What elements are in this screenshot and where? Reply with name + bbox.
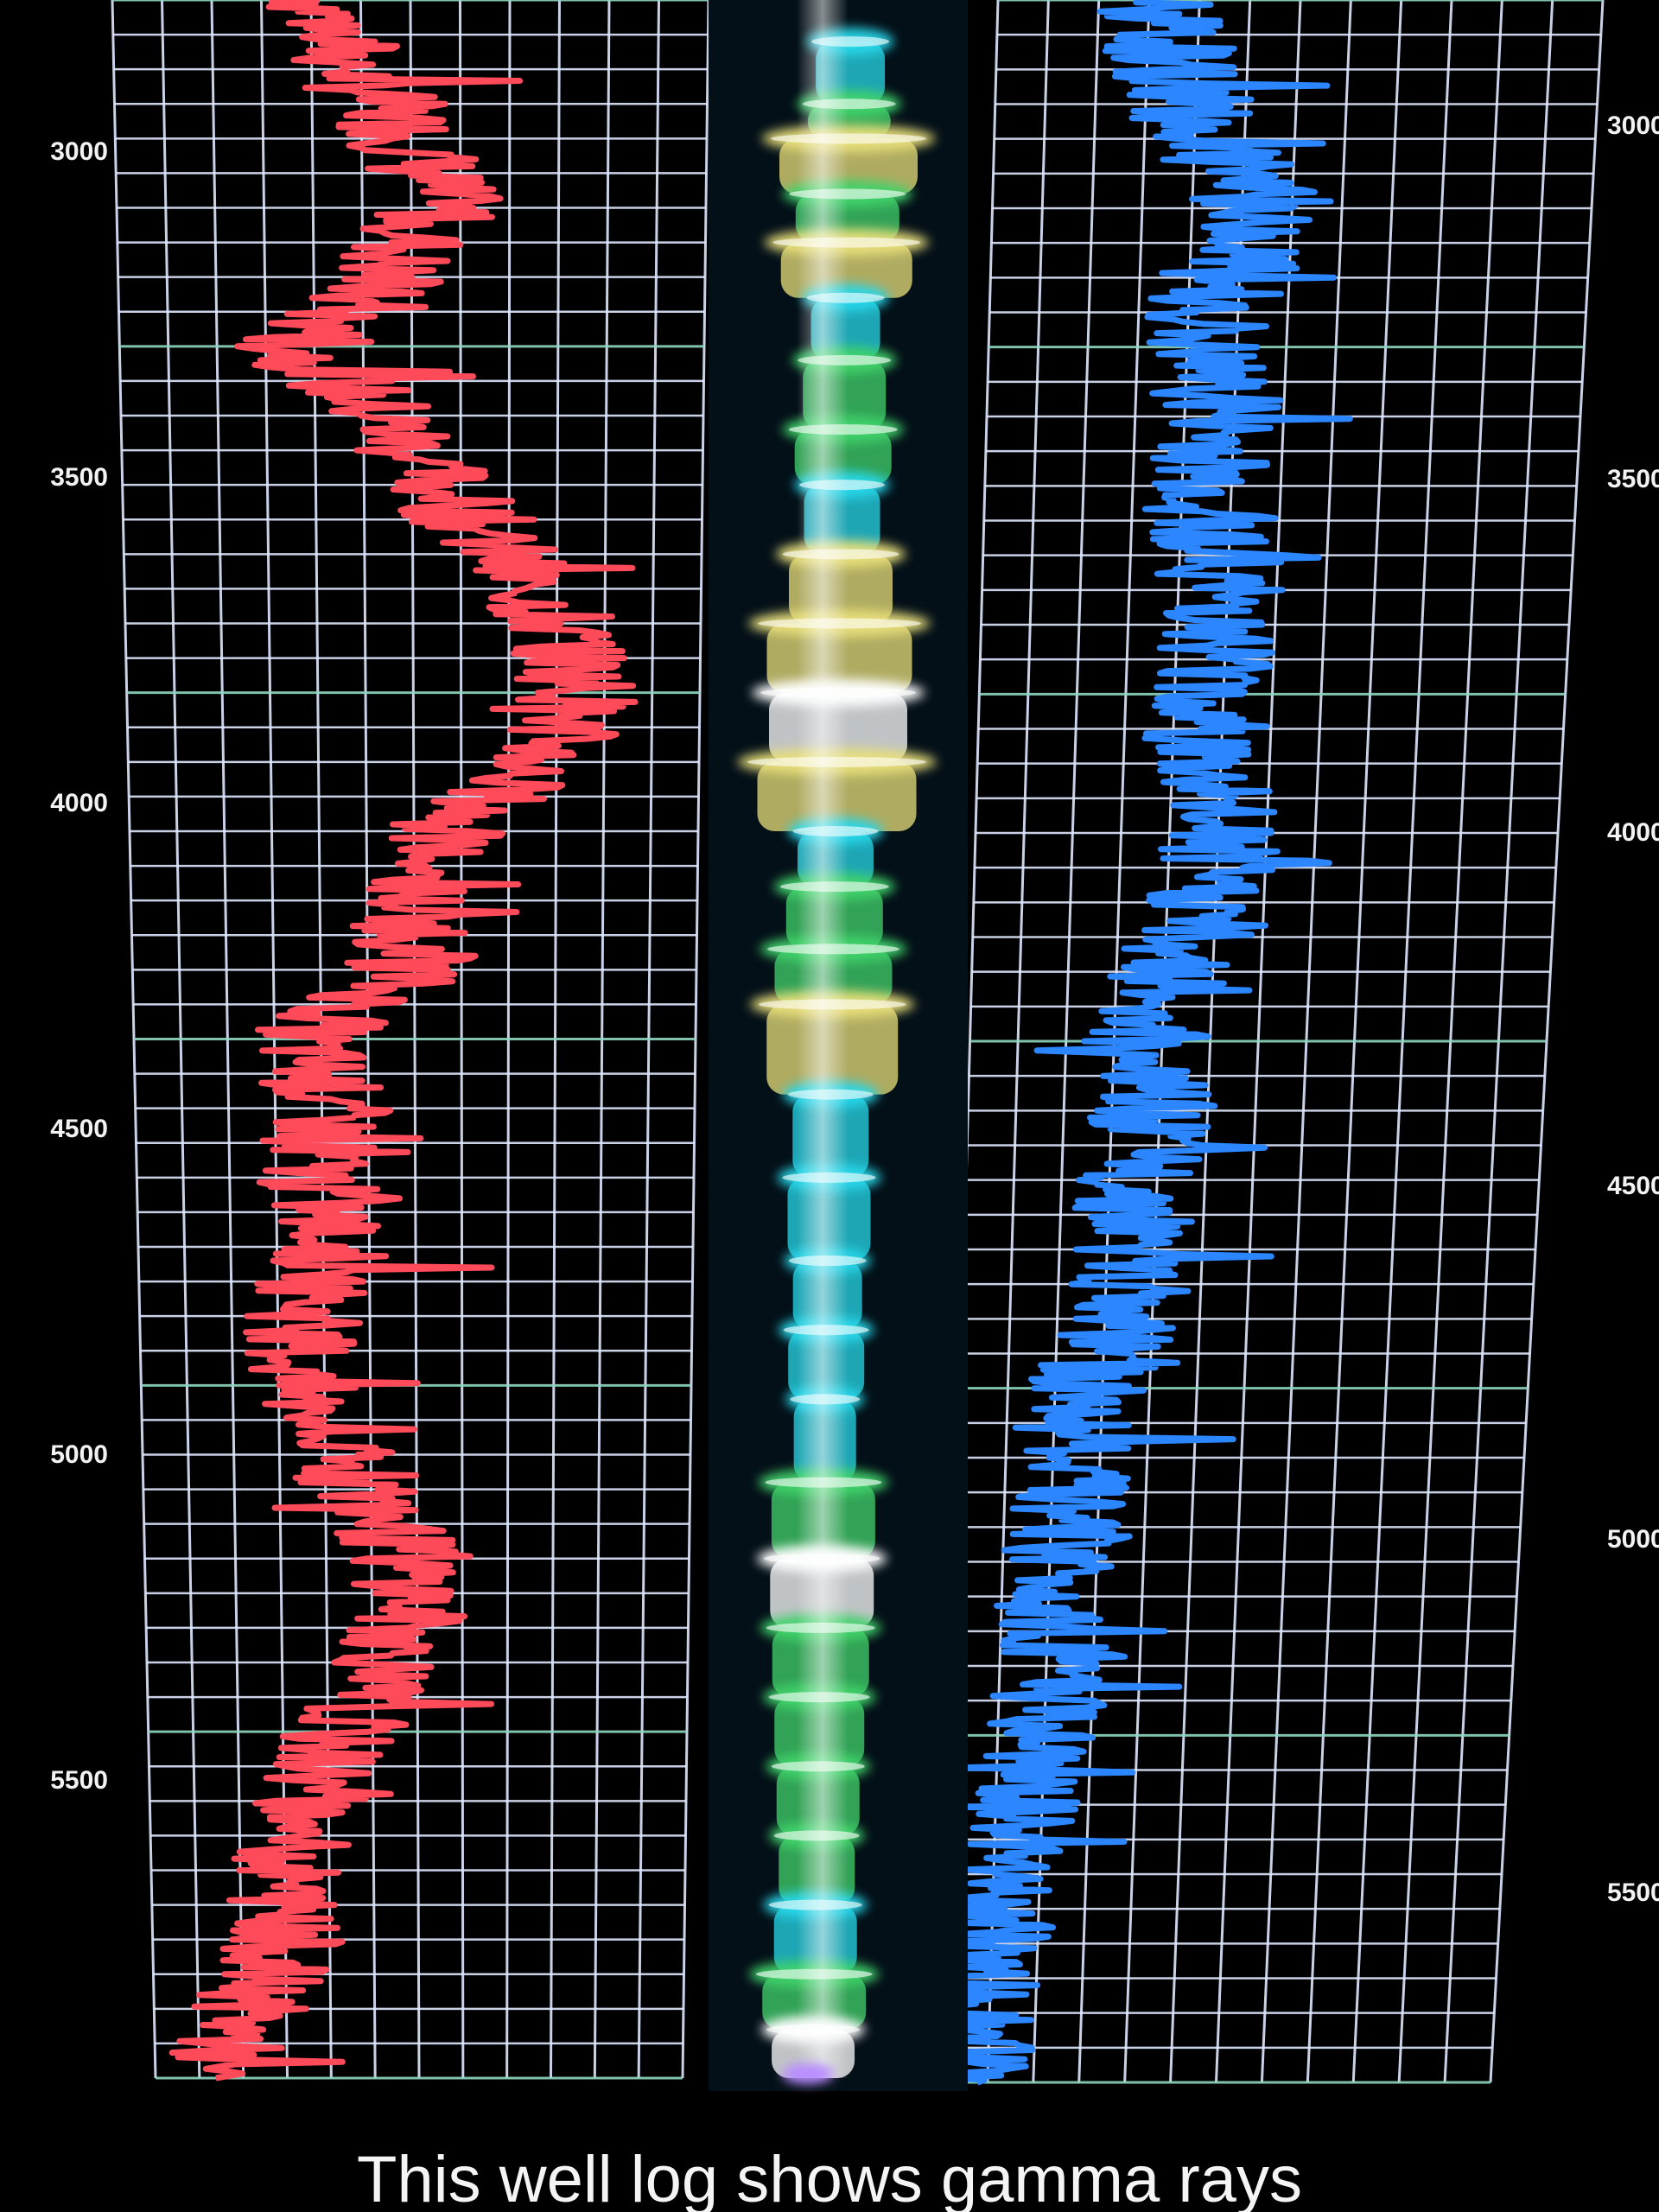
column-base [782, 2063, 834, 2084]
caption: This well log shows gamma rays [357, 2147, 1302, 2212]
left-depth-label: 3000 [50, 137, 108, 166]
right-depth-label: 3500 [1607, 465, 1659, 493]
left-depth-label: 4500 [50, 1115, 108, 1143]
depth-labels: 3000 3500 4000 4500 5000 5500 3000 3500 4000 4500… [50, 111, 1659, 1907]
right-depth-label: 5500 [1607, 1878, 1659, 1907]
left-depth-label: 5500 [50, 1766, 108, 1795]
borehole-image-column [709, 0, 968, 2091]
left-depth-label: 4000 [50, 789, 108, 817]
right-depth-label: 4000 [1607, 818, 1659, 847]
right-depth-label: 5000 [1607, 1525, 1659, 1554]
log-curve-1 [168, 0, 639, 2082]
right-depth-label: 4500 [1607, 1172, 1659, 1200]
right-depth-label: 3000 [1607, 111, 1659, 140]
left-depth-label: 5000 [50, 1440, 108, 1469]
log-curves [168, 0, 1353, 2086]
left-track-grid [111, 0, 710, 2080]
column-core [797, 0, 849, 2078]
left-depth-label: 3500 [50, 463, 108, 492]
log-curve-2 [950, 0, 1353, 2086]
right-track-grid [940, 0, 1605, 2084]
